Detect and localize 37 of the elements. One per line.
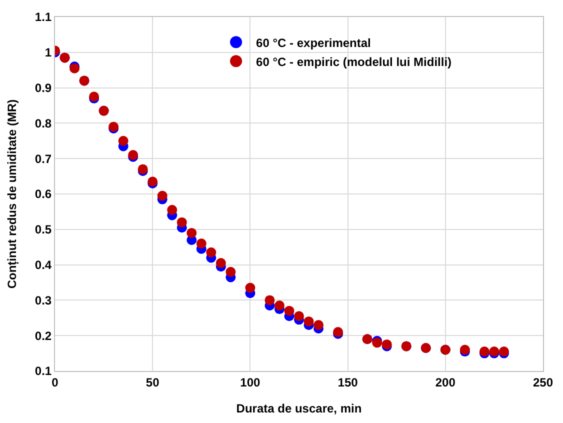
y-tick-label: 0.1 xyxy=(34,364,52,378)
point xyxy=(196,238,206,249)
point xyxy=(216,258,226,268)
x-tick-label: 150 xyxy=(338,375,358,390)
point xyxy=(304,316,314,326)
y-tick-label: 0.3 xyxy=(34,293,52,308)
x-tick-label: 0 xyxy=(52,375,59,390)
point xyxy=(118,136,128,146)
legend-label: 60 °C - experimental xyxy=(256,36,371,50)
y-tick-label: 0.9 xyxy=(34,81,52,95)
point xyxy=(284,306,294,316)
x-tick-label: 250 xyxy=(532,375,554,390)
point xyxy=(206,247,216,258)
point xyxy=(274,300,284,311)
y-tick-label: 0.6 xyxy=(34,187,52,202)
x-tick-label: 100 xyxy=(240,375,261,390)
point xyxy=(176,217,187,228)
point xyxy=(294,311,304,322)
y-axis-title: Conținut redus de umiditate (MR) xyxy=(5,99,20,289)
point xyxy=(226,266,236,277)
point xyxy=(314,320,324,330)
point xyxy=(167,204,178,215)
x-tick-label: 200 xyxy=(435,375,456,390)
point xyxy=(186,228,197,238)
point xyxy=(245,282,256,293)
y-tick-label: 1 xyxy=(44,46,52,60)
x-tick-label: 50 xyxy=(146,375,160,390)
y-tick-label: 0.8 xyxy=(34,116,52,130)
y-tick-label: 1.1 xyxy=(34,10,52,24)
point xyxy=(264,295,275,306)
y-tick-label: 0.5 xyxy=(34,222,52,237)
y-tick-label: 0.4 xyxy=(34,258,52,272)
x-axis-title: Durata de uscare, min xyxy=(236,401,362,416)
y-tick-label: 0.7 xyxy=(34,152,52,166)
legend-label: 60 °C - empiric (modelul lui Midilli) xyxy=(256,54,452,69)
y-tick-label: 0.2 xyxy=(34,328,52,343)
point xyxy=(157,190,168,201)
